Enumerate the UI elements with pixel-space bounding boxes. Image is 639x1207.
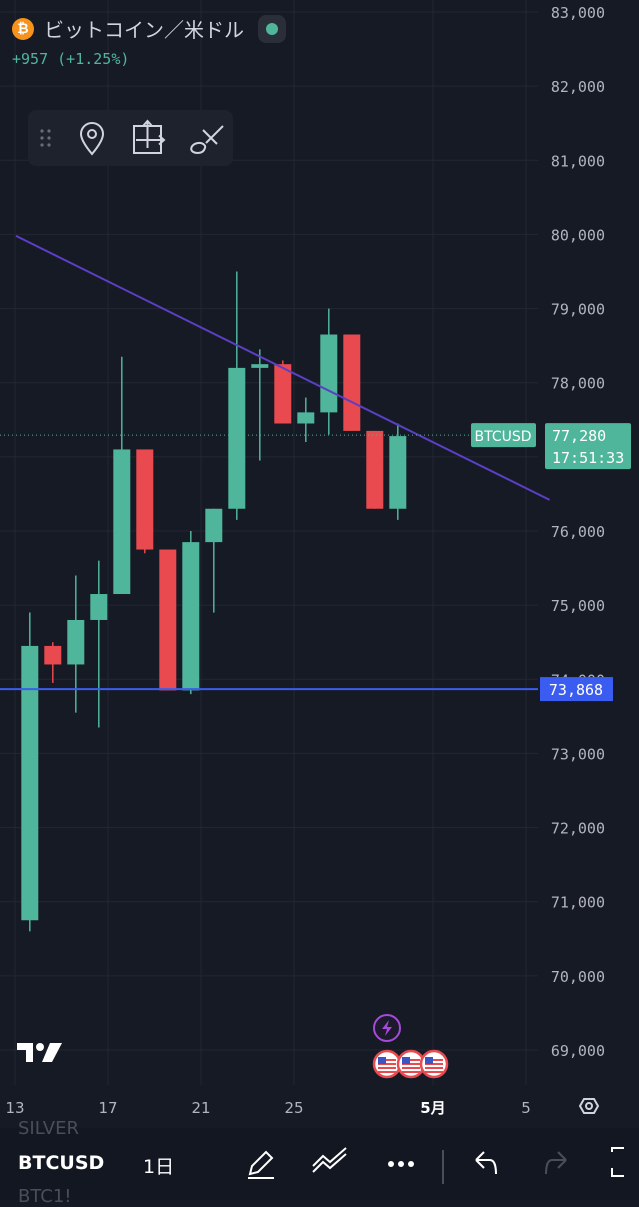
- candle-body[interactable]: [159, 549, 177, 691]
- lightning-glyph: [382, 1020, 392, 1036]
- trend-line[interactable]: [15, 235, 551, 501]
- candle-body[interactable]: [136, 449, 154, 550]
- candle-body[interactable]: [67, 619, 85, 665]
- price-chart[interactable]: 83,00082,00081,00080,00079,00078,00077,0…: [0, 0, 639, 1128]
- flag-stripe: [402, 1071, 420, 1073]
- x-tick-label: 25: [284, 1099, 303, 1117]
- y-tick-label: 79,000: [551, 301, 605, 319]
- candle-body[interactable]: [251, 364, 269, 368]
- x-tick-label: 13: [5, 1099, 24, 1117]
- y-tick-label: 70,000: [551, 968, 605, 986]
- flag-canton: [425, 1057, 433, 1064]
- flag-canton: [378, 1057, 386, 1064]
- hline-price-label: 73,868: [549, 681, 603, 699]
- y-tick-label: 69,000: [551, 1042, 605, 1060]
- candle-body[interactable]: [366, 430, 384, 509]
- flag-stripe: [402, 1067, 420, 1069]
- pin-icon[interactable]: [79, 122, 105, 156]
- bitcoin-logo-icon: ₿: [12, 17, 34, 40]
- y-tick-label: 81,000: [551, 152, 605, 170]
- market-status-button[interactable]: [258, 14, 286, 43]
- drawing-toolbox[interactable]: [28, 110, 233, 166]
- y-tick-label: 75,000: [551, 597, 605, 615]
- x-tick-label: 17: [98, 1099, 117, 1117]
- flag-stripe: [378, 1063, 396, 1065]
- redo-icon[interactable]: [545, 1151, 567, 1175]
- last-price-tag: [545, 423, 631, 470]
- y-tick-label: 73,000: [551, 745, 605, 763]
- y-tick-label: 78,000: [551, 375, 605, 393]
- toolbar-divider: [442, 1150, 444, 1184]
- symbol-tag: [471, 423, 536, 448]
- flag-stripe: [425, 1063, 443, 1065]
- hline-price-tag: [540, 677, 613, 702]
- last-price-label: 77,280: [552, 427, 606, 445]
- y-tick-label: 72,000: [551, 820, 605, 838]
- market-open-icon: [266, 22, 278, 35]
- y-tick-label: 76,000: [551, 523, 605, 541]
- symbol-header[interactable]: ₿ ビットコイン／米ドル: [12, 14, 286, 43]
- flag-stripe: [378, 1071, 396, 1073]
- candle-body[interactable]: [228, 367, 246, 509]
- candle-body[interactable]: [205, 508, 223, 543]
- candle-body[interactable]: [90, 594, 108, 620]
- flag-stripe: [425, 1059, 443, 1061]
- x-tick-label: 5月: [420, 1099, 445, 1117]
- symbol-list-prev[interactable]: SILVER: [18, 1118, 79, 1139]
- fullscreen-icon[interactable]: [611, 1147, 624, 1177]
- undo-icon[interactable]: [475, 1151, 497, 1175]
- price-change: +957 (+1.25%): [12, 50, 130, 68]
- y-tick-label: 71,000: [551, 894, 605, 912]
- x-tick-label: 21: [191, 1099, 210, 1117]
- drag-handle-icon[interactable]: [40, 129, 51, 147]
- pencil-icon[interactable]: [248, 1150, 274, 1179]
- candle-body[interactable]: [182, 542, 200, 691]
- flag-stripe: [378, 1067, 396, 1069]
- flag-stripe: [402, 1063, 420, 1065]
- flag-stripe: [425, 1067, 443, 1069]
- axis-settings-icon[interactable]: [578, 1098, 600, 1114]
- flag-canton: [402, 1057, 410, 1064]
- flag-stripe: [378, 1059, 396, 1061]
- candle-body[interactable]: [343, 334, 361, 431]
- candle-body[interactable]: [320, 334, 338, 413]
- tradingview-logo-icon: [17, 1043, 62, 1062]
- measure-icon[interactable]: [133, 119, 166, 154]
- symbol-selector[interactable]: BTCUSD: [18, 1152, 105, 1174]
- y-tick-label: 83,000: [551, 4, 605, 22]
- y-tick-label: 80,000: [551, 226, 605, 244]
- symbol-title[interactable]: ビットコイン／米ドル: [44, 18, 244, 42]
- countdown-label: 17:51:33: [552, 449, 624, 467]
- trend-tool-icon[interactable]: [312, 1147, 347, 1173]
- flag-stripe: [425, 1071, 443, 1073]
- candle-body[interactable]: [297, 412, 315, 424]
- interval-selector[interactable]: 1日: [143, 1156, 175, 1178]
- x-tick-label: 5: [521, 1099, 531, 1117]
- more-icon[interactable]: [388, 1161, 414, 1167]
- y-tick-label: 82,000: [551, 78, 605, 96]
- candle-body[interactable]: [21, 645, 39, 921]
- candle-body[interactable]: [44, 645, 62, 665]
- brush-icon[interactable]: [190, 125, 224, 155]
- flag-stripe: [402, 1059, 420, 1061]
- bottom-toolbar: [0, 1128, 639, 1200]
- candle-body[interactable]: [113, 449, 131, 595]
- symbol-tag-label: BTCUSD: [474, 429, 531, 445]
- candle-body[interactable]: [274, 364, 292, 424]
- candle-body[interactable]: [389, 436, 407, 509]
